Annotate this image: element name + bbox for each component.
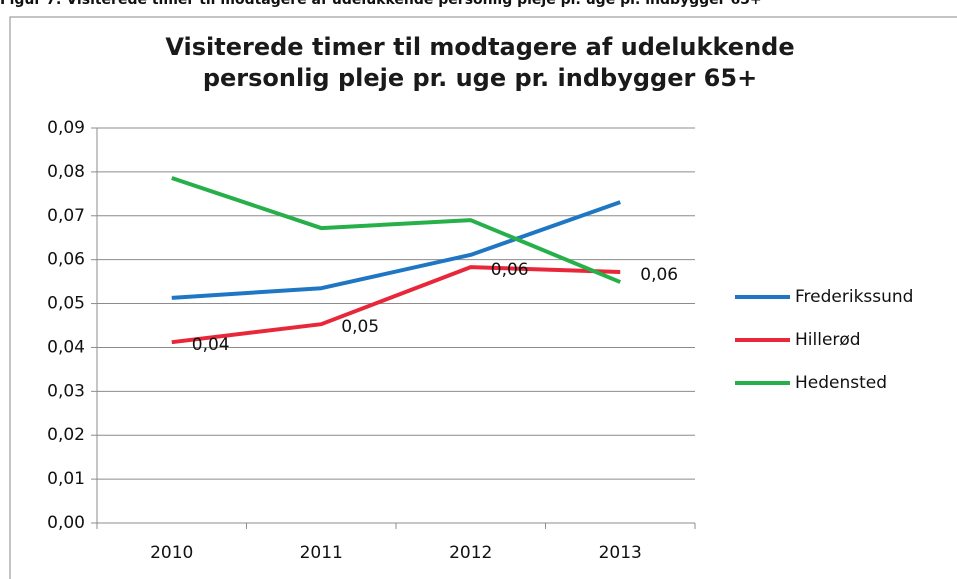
legend-label: Hillerød	[795, 330, 861, 350]
y-tick-label: 0,06	[47, 250, 85, 270]
y-tick-label: 0,04	[47, 337, 85, 357]
data-label: 0,05	[341, 317, 379, 337]
series-line	[171, 176, 622, 284]
y-tick-label: 0,07	[47, 206, 85, 226]
y-tick-label: 0,08	[47, 162, 85, 182]
y-tick-label: 0,09	[47, 118, 85, 138]
caption: Figur 7: Visiterede timer til modtagere …	[0, 0, 762, 8]
y-tick-label: 0,00	[47, 513, 85, 533]
data-label: 0,04	[192, 335, 230, 355]
chart-title: personlig pleje pr. uge pr. indbygger 65…	[203, 64, 757, 92]
y-tick-label: 0,03	[47, 381, 85, 401]
y-tick-label: 0,01	[47, 469, 85, 489]
legend-label: Hedensted	[795, 373, 887, 393]
data-label: 0,06	[640, 265, 678, 285]
x-tick-label: 2011	[300, 543, 343, 563]
x-tick-label: 2010	[150, 543, 193, 563]
x-tick-label: 2013	[599, 543, 642, 563]
y-tick-label: 0,05	[47, 294, 85, 314]
x-tick-label: 2012	[449, 543, 492, 563]
chart-frame	[9, 16, 957, 579]
series-line	[171, 265, 621, 345]
y-tick-label: 0,02	[47, 425, 85, 445]
legend-label: Frederikssund	[795, 287, 913, 307]
series-line	[171, 200, 621, 300]
data-label: 0,06	[491, 260, 529, 280]
chart-title: Visiterede timer til modtagere af udeluk…	[165, 33, 794, 61]
